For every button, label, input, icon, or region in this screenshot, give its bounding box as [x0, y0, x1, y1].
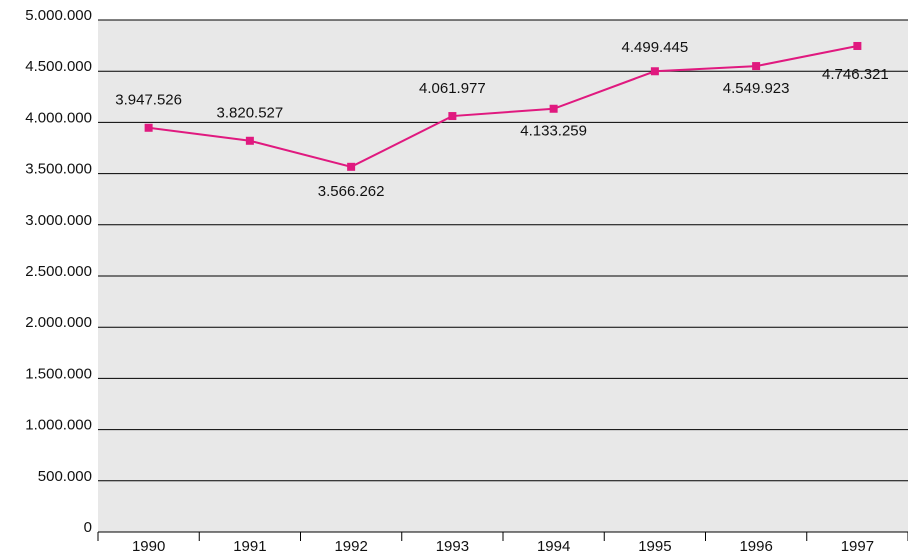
y-tick-label: 0: [84, 519, 92, 536]
x-tick-label: 1997: [841, 538, 874, 555]
marker: [549, 104, 558, 113]
marker: [448, 112, 457, 121]
marker: [144, 123, 153, 132]
x-tick-label: 1994: [537, 538, 570, 555]
x-tick-label: 1993: [436, 538, 469, 555]
line: [148, 44, 858, 168]
data-label: 4.549.923: [723, 80, 790, 97]
y-tick-label: 1.500.000: [25, 365, 92, 382]
y-tick-label: 5.000.000: [25, 7, 92, 24]
data-label: 3.820.527: [217, 105, 284, 122]
x-tick-label: 1996: [739, 538, 772, 555]
marker: [347, 162, 356, 171]
marker: [650, 67, 659, 76]
x-tick-label: 1992: [334, 538, 367, 555]
y-tick-label: 4.500.000: [25, 58, 92, 75]
data-label: 4.499.445: [622, 39, 689, 56]
y-tick-label: 2.000.000: [25, 314, 92, 331]
y-tick-label: 3.000.000: [25, 212, 92, 229]
data-label: 4.746.321: [822, 66, 889, 83]
data-label: 3.566.262: [318, 183, 385, 200]
data-label: 4.133.259: [520, 123, 587, 140]
marker: [853, 41, 862, 50]
data-label: 3.947.526: [115, 92, 182, 109]
y-tick-label: 4.000.000: [25, 109, 92, 126]
marker: [245, 136, 254, 145]
y-tick-label: 1.000.000: [25, 417, 92, 434]
x-tick-label: 1991: [233, 538, 266, 555]
y-tick-label: 500.000: [38, 468, 92, 485]
marker: [752, 62, 761, 71]
data-label: 4.061.977: [419, 80, 486, 97]
y-tick-label: 2.500.000: [25, 263, 92, 280]
x-tick-label: 1990: [132, 538, 165, 555]
x-tick-label: 1995: [638, 538, 671, 555]
y-tick-label: 3.500.000: [25, 161, 92, 178]
